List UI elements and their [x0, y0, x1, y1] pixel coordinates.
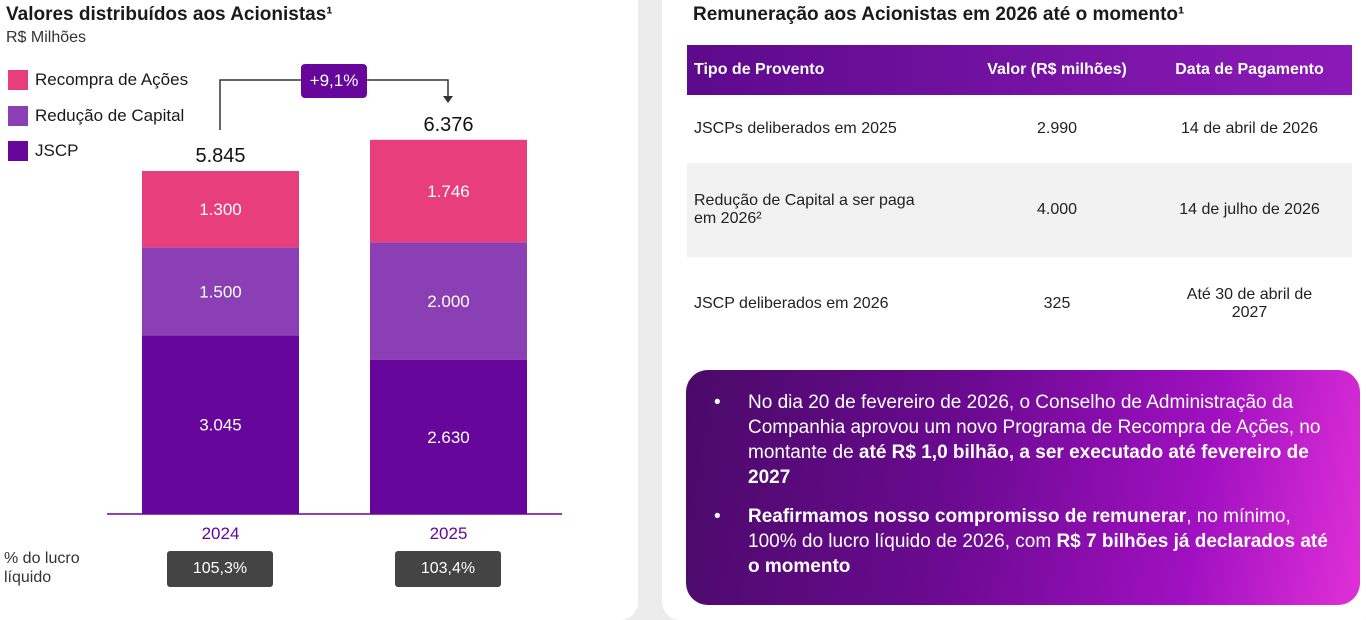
bar-segment-redução-de-capital — [142, 247, 299, 336]
bar-segment-jscp — [370, 359, 527, 514]
bullet-commitment: Reafirmamos nosso compromisso de remuner… — [714, 504, 1330, 579]
table-row: JSCPs deliberados em 2025 2.990 14 de abri… — [687, 95, 1352, 163]
legend-label: Recompra de Ações — [35, 70, 189, 89]
total-label: 6.376 — [423, 114, 473, 136]
cell: 2.990 — [1036, 120, 1078, 137]
segment-label: 2.000 — [427, 292, 470, 311]
legend-label: JSCP — [35, 141, 79, 160]
segment-label: 1.300 — [199, 200, 242, 219]
col-header: Valor (R$ milhões) — [987, 61, 1127, 78]
segment-label: 1.500 — [199, 282, 242, 301]
segment-label: 1.746 — [427, 182, 470, 201]
segment-label: 3.045 — [199, 416, 242, 435]
table-row: Redução de Capital a ser paga em 2026² 4.… — [687, 163, 1352, 257]
x-tick-label: 2025 — [430, 524, 468, 543]
distribution-panel — [0, 0, 638, 620]
pct-2024: 105,3% — [167, 551, 273, 587]
table-row: JSCP deliberados em 2026 325 Até 30 de abr… — [687, 257, 1352, 350]
arrow-head-icon — [443, 96, 453, 103]
pct-2025: 103,4% — [395, 551, 501, 587]
cell: 4.000 — [1036, 201, 1078, 218]
legend-reducao: Redução de Capital — [8, 106, 184, 126]
pct-label: % do lucro líquido — [4, 550, 80, 586]
chart-unit: R$ Milhões — [6, 29, 87, 46]
cell: JSCPs deliberados em 2025 — [694, 120, 897, 137]
bar-segment-recompra-de-ações — [370, 139, 527, 243]
stacked-bar-chart: 3.045 1.500 1.300 5.845 2024 2.630 2.000 1.746 6… — [107, 79, 562, 543]
cell: Redução de Capital a ser paga em 2026² — [694, 192, 915, 227]
cell: 14 de julho de 2026 — [1179, 201, 1320, 218]
col-header: Tipo de Provento — [694, 61, 825, 78]
cell: 14 de abril de 2026 — [1181, 120, 1318, 137]
legend-label: Redução de Capital — [35, 106, 185, 125]
legend-recompra: Recompra de Ações — [8, 70, 188, 90]
segment-label: 2.630 — [427, 428, 470, 447]
cell: JSCP deliberados em 2026 — [694, 294, 889, 312]
total-label: 5.845 — [195, 145, 245, 167]
cell: 325 — [1043, 294, 1071, 312]
col-header: Data de Pagamento — [1175, 61, 1324, 78]
chart-title: Valores distribuídos aos Acionistas¹ — [6, 4, 333, 25]
bar-segment-jscp — [142, 335, 299, 514]
growth-badge: +9,1% — [301, 64, 367, 98]
table-title: Remuneração aos Acionistas em 2026 até o… — [693, 4, 1185, 25]
highlights-callout: No dia 20 de fevereiro de 2026, o Consel… — [686, 370, 1360, 605]
x-tick-label: 2024 — [202, 524, 240, 543]
bullet-buyback: No dia 20 de fevereiro de 2026, o Consel… — [714, 390, 1330, 490]
bar-segment-recompra-de-ações — [142, 171, 299, 248]
legend-jscp: JSCP — [8, 141, 78, 161]
remuneration-table: Tipo de Provento Valor (R$ milhões) Data… — [687, 45, 1352, 350]
cell: Até 30 de abril de 2027 — [1186, 285, 1313, 321]
bar-segment-redução-de-capital — [370, 242, 527, 360]
